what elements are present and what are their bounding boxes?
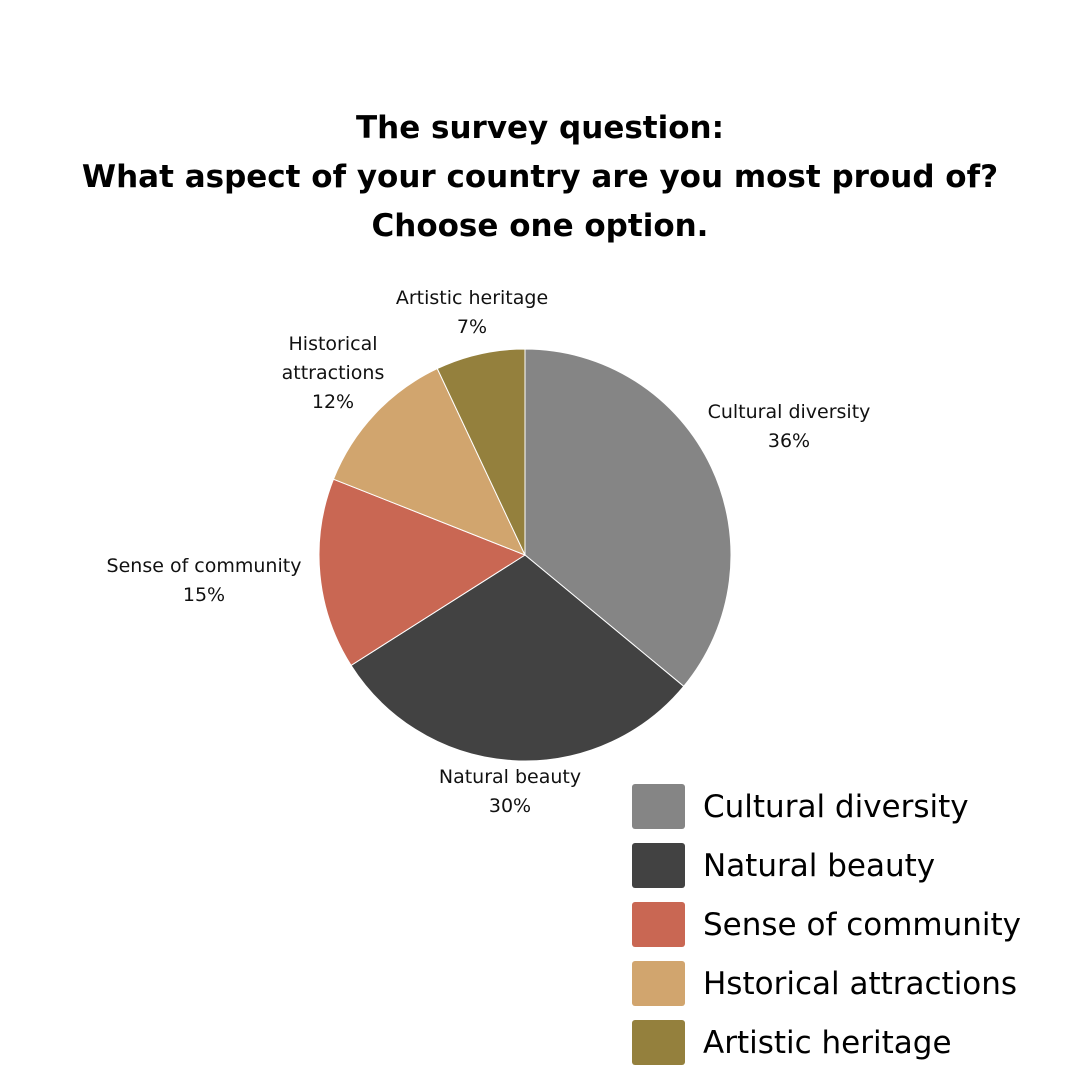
pie-slice: [318, 478, 527, 667]
legend-label: Cultural diversity: [703, 788, 969, 825]
legend-label: Artistic heritage: [703, 1024, 952, 1061]
slice-category-label: Sense of community: [107, 555, 302, 577]
slice-category-label: Historical: [289, 333, 378, 355]
slice-value-label: 7%: [457, 316, 487, 338]
pie-slice: [436, 348, 526, 556]
slice-category-label: Cultural diversity: [708, 401, 871, 423]
legend-swatch: [632, 961, 685, 1006]
legend-label: Sense of community: [703, 906, 1022, 943]
pie-slice: [350, 554, 685, 762]
chart-title: The survey question: What aspect of your…: [0, 104, 1080, 251]
legend-item: Natural beauty: [632, 836, 1021, 895]
legend-swatch: [632, 1020, 685, 1065]
slice-category-label: Artistic heritage: [396, 287, 548, 309]
legend-item: Hstorical attractions: [632, 954, 1021, 1013]
slice-value-label: 15%: [183, 584, 225, 606]
slice-category-label: Natural beauty: [439, 766, 581, 788]
chart-title-line: The survey question:: [355, 110, 725, 146]
legend-item: Sense of community: [632, 895, 1021, 954]
chart-title-line: What aspect of your country are you most…: [81, 159, 999, 195]
slice-value-label: 36%: [768, 430, 810, 452]
pie-slice: [332, 367, 526, 556]
chart-title-line: Choose one option.: [371, 208, 709, 244]
slice-category-label: attractions: [282, 362, 385, 384]
legend-swatch: [632, 784, 685, 829]
legend-item: Artistic heritage: [632, 1013, 1021, 1072]
pie-slice: [524, 348, 732, 688]
legend: Cultural diversity Natural beauty Sense of…: [632, 777, 1021, 1072]
slice-value-label: 30%: [489, 795, 531, 817]
legend-swatch: [632, 843, 685, 888]
legend-item: Cultural diversity: [632, 777, 1021, 836]
legend-label: Hstorical attractions: [703, 965, 1018, 1002]
slice-value-label: 12%: [312, 391, 354, 413]
legend-label: Natural beauty: [703, 847, 936, 884]
legend-swatch: [632, 902, 685, 947]
